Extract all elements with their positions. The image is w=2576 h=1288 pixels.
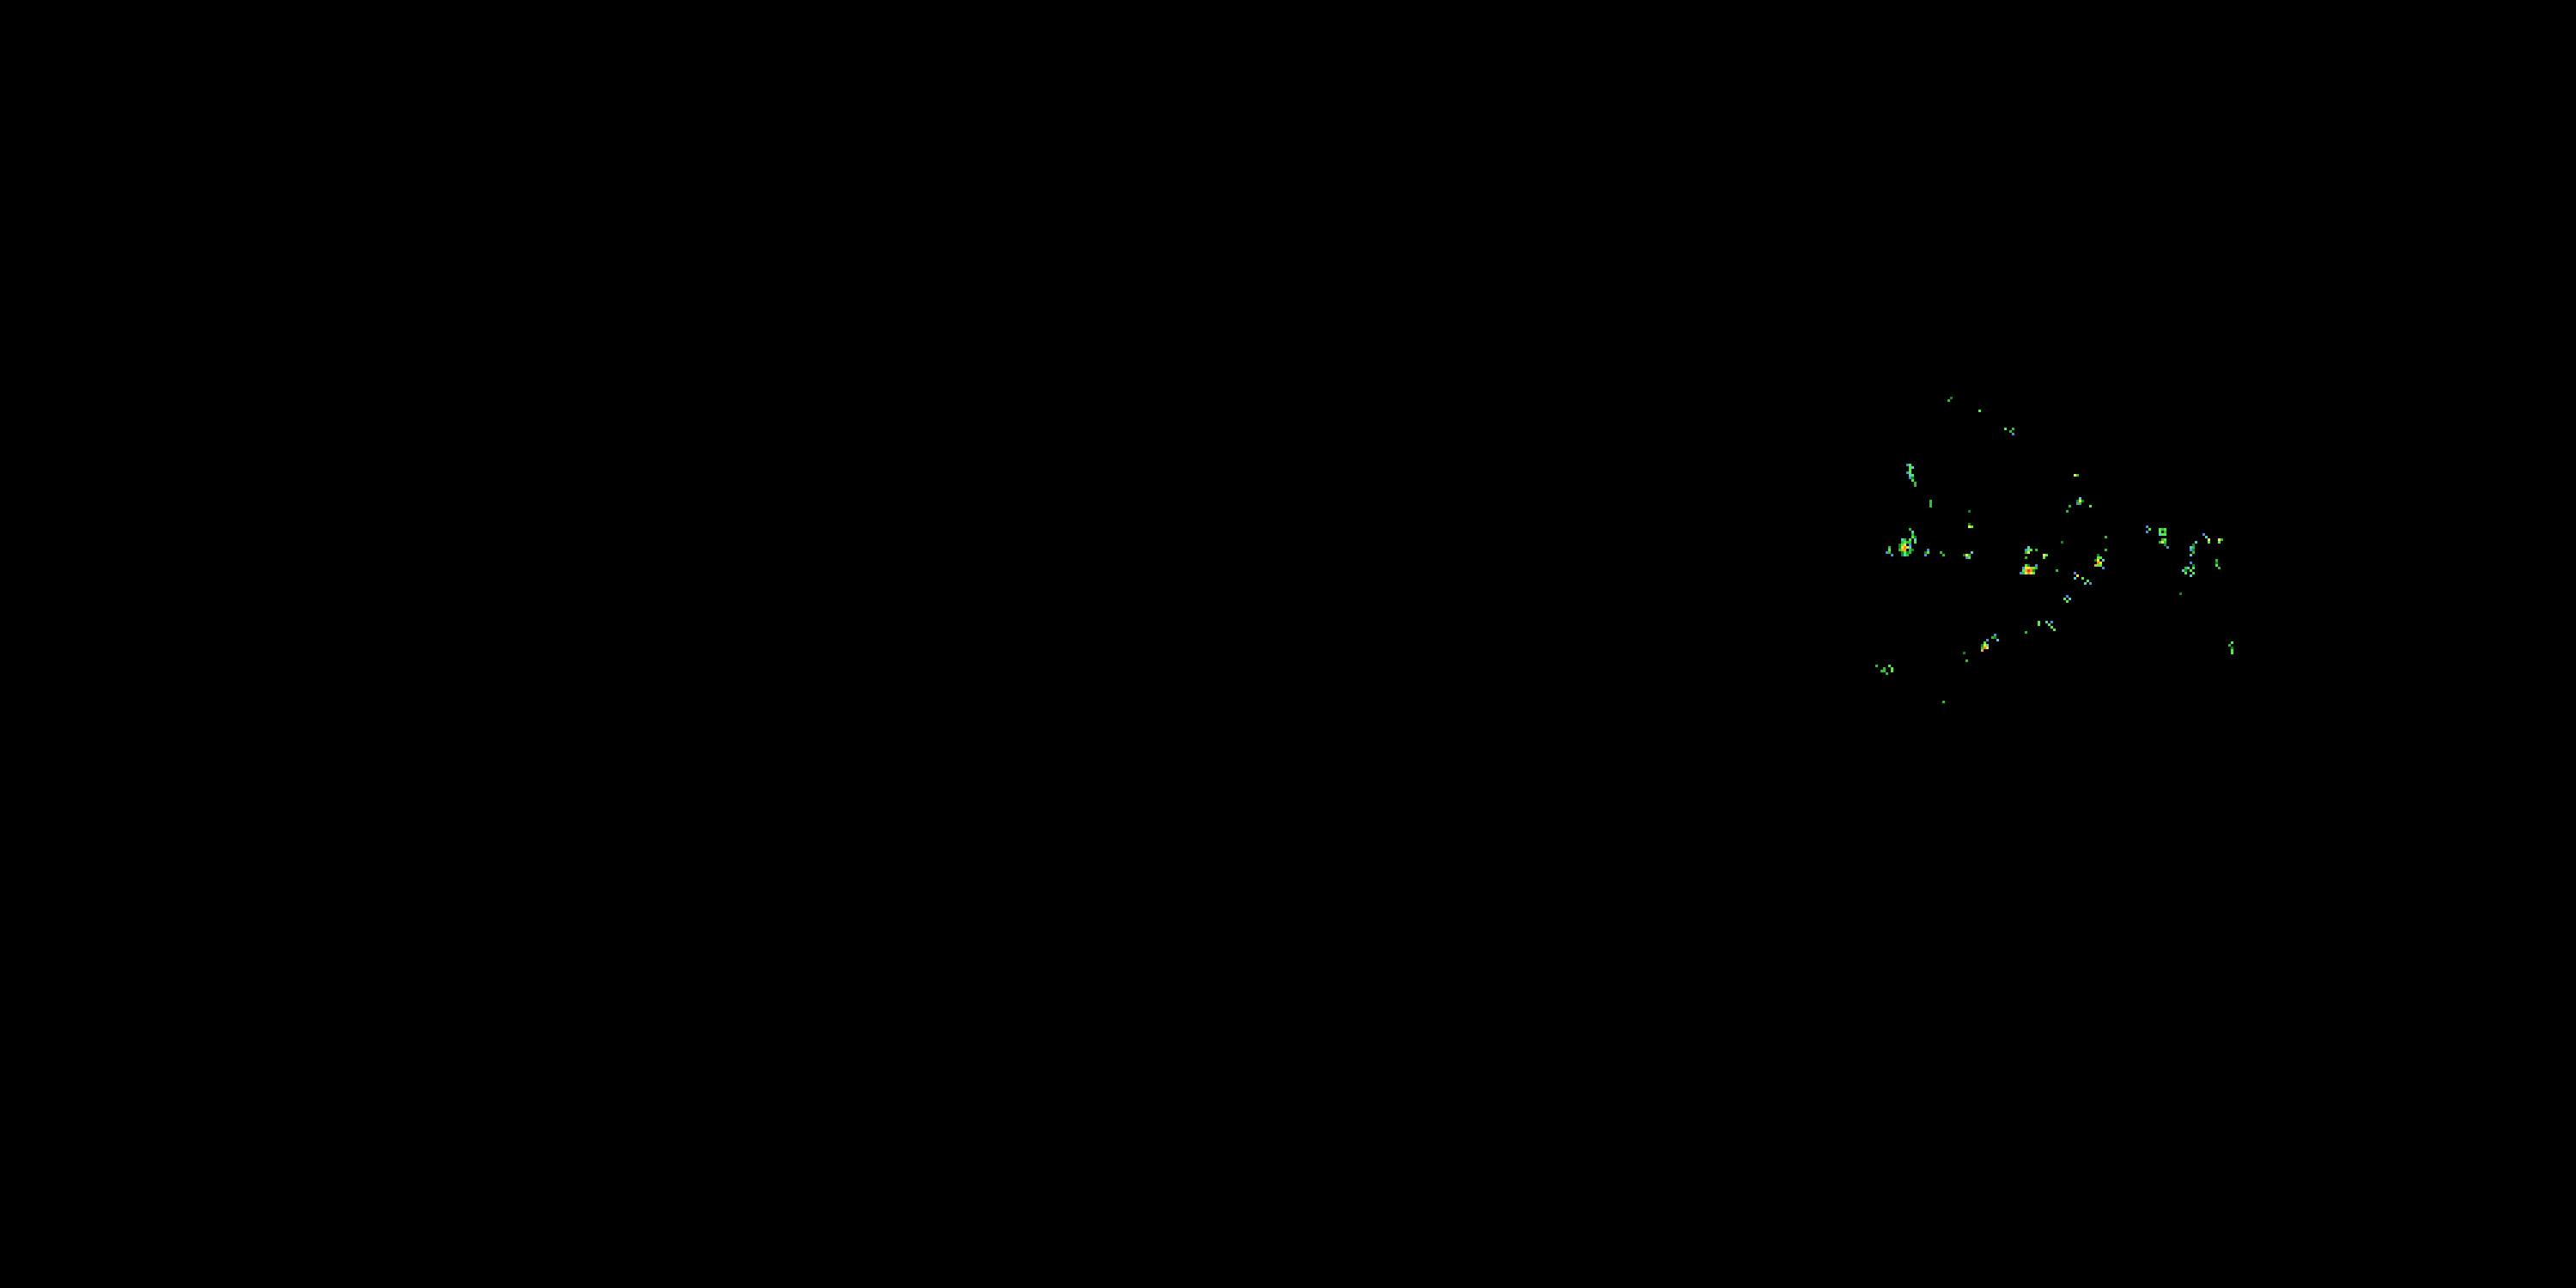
radar-display bbox=[0, 0, 2576, 1288]
radar-echo-canvas bbox=[0, 0, 2576, 1288]
